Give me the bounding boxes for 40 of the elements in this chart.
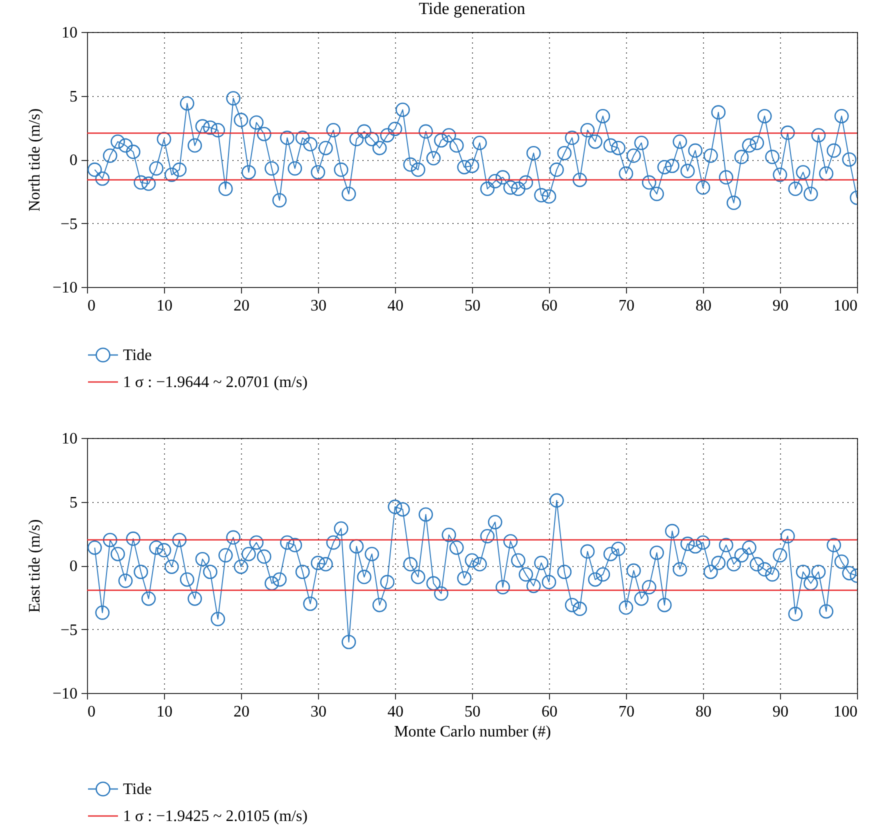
x-tick-label: 20 <box>234 298 250 314</box>
y-axis-title: North tide (m/s) <box>26 108 44 212</box>
x-tick-label: 100 <box>834 704 858 720</box>
x-tick-label: 50 <box>464 298 480 314</box>
x-tick-label: 10 <box>156 298 172 314</box>
x-tick-label: 20 <box>234 704 250 720</box>
y-tick-label: 10 <box>62 430 78 448</box>
y-tick-label: −5 <box>60 216 78 233</box>
legend-label: Tide <box>123 781 152 798</box>
x-tick-label: 90 <box>772 298 788 314</box>
x-tick-label: 0 <box>88 704 96 720</box>
x-tick-label: 80 <box>696 704 712 720</box>
x-tick-label: 70 <box>618 704 634 720</box>
chart-title: Tide generation <box>418 0 526 18</box>
x-tick-label: 60 <box>542 298 558 314</box>
x-tick-label: 40 <box>388 704 404 720</box>
x-tick-label: 60 <box>542 704 558 720</box>
y-tick-label: 5 <box>70 494 78 512</box>
x-tick-label: 70 <box>618 298 634 314</box>
y-tick-label: 10 <box>62 24 78 42</box>
x-tick-label: 100 <box>834 298 858 314</box>
y-tick-label: −5 <box>60 622 78 639</box>
x-tick-label: 90 <box>772 704 788 720</box>
x-tick-label: 80 <box>696 298 712 314</box>
x-tick-label: 50 <box>464 704 480 720</box>
x-tick-label: 40 <box>388 298 404 314</box>
legend-label: 1 σ : −1.9644 ~ 2.0701 (m/s) <box>123 374 308 391</box>
y-tick-label: −10 <box>52 686 78 702</box>
x-axis-title: Monte Carlo number (#) <box>394 724 551 740</box>
legend-label: 1 σ : −1.9425 ~ 2.0105 (m/s) <box>123 808 308 825</box>
x-tick-label: 10 <box>156 704 172 720</box>
y-axis-title: East tide (m/s) <box>26 519 44 613</box>
x-tick-label: 30 <box>310 298 326 314</box>
x-tick-label: 0 <box>88 298 96 314</box>
y-tick-label: −10 <box>52 280 78 296</box>
y-tick-label: 0 <box>70 558 78 575</box>
y-tick-label: 5 <box>70 88 78 106</box>
legend-label: Tide <box>123 347 152 364</box>
x-tick-label: 30 <box>310 704 326 720</box>
y-tick-label: 0 <box>70 152 78 169</box>
